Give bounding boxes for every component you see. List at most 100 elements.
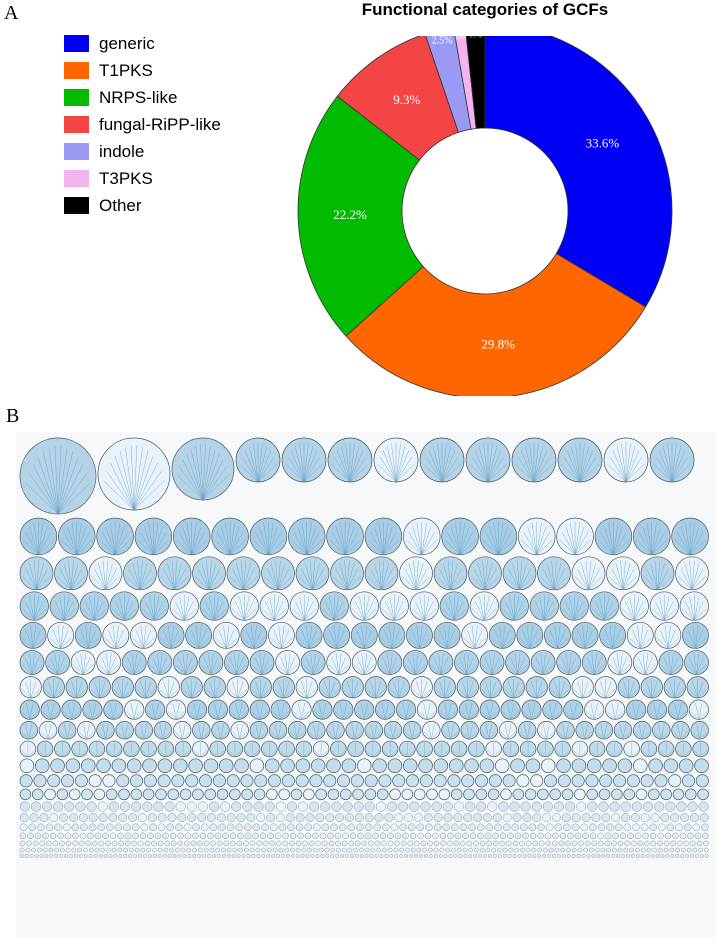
gcf-bubble: [71, 823, 80, 832]
gcf-bubble-ray: [510, 657, 518, 675]
gcf-bubble-ray: [48, 447, 59, 515]
gcf-bubble: [611, 813, 620, 822]
gcf-bubble-ray: [243, 560, 247, 590]
gcf-bubble: [476, 823, 485, 832]
gcf-bubble-ray: [251, 750, 259, 757]
gcf-bubble-ray: [281, 637, 293, 649]
gcf-bubble: [370, 847, 376, 853]
gcf-bubble-ray: [232, 731, 240, 740]
gcf-bubble: [557, 854, 561, 858]
gcf-bubble-ray: [408, 563, 417, 590]
gcf-bubble: [463, 854, 468, 858]
gcf-bubble: [428, 650, 454, 675]
gcf-bubble-ray: [693, 750, 701, 757]
gcf-bubble: [565, 840, 571, 847]
gcf-bubble-ray: [335, 731, 344, 740]
gcf-bubble-ray: [86, 724, 90, 740]
gcf-bubble: [134, 847, 140, 853]
gcf-bubble-ray: [84, 601, 95, 621]
gcf-bubble: [499, 832, 507, 840]
gcf-bubble: [231, 854, 236, 858]
gcf-bubble: [447, 774, 461, 788]
gcf-bubble-ray: [34, 601, 44, 621]
gcf-bubble: [599, 621, 627, 649]
gcf-bubble: [105, 840, 111, 847]
gcf-bubble-ray: [519, 568, 531, 590]
gcf-bubble-ray: [236, 664, 247, 675]
gcf-bubble-ray: [514, 596, 520, 621]
gcf-bubble-ray: [105, 568, 117, 590]
gcf-bubble: [143, 854, 147, 858]
gcf-bubble-ray: [458, 750, 466, 757]
gcf-bubble-ray: [504, 689, 514, 699]
gcf-bubble-ray: [329, 539, 346, 556]
gcf-bubble-ray: [30, 689, 41, 699]
gcf-bubble: [532, 840, 538, 847]
gcf-bubble: [574, 832, 582, 840]
gcf-bubble: [488, 621, 516, 649]
gcf-bubble: [695, 774, 709, 788]
gcf-bubble-ray: [375, 681, 382, 699]
gcf-bubble-ray: [543, 724, 547, 740]
gcf-bubble-ray: [201, 724, 205, 740]
gcf-bubble: [295, 813, 305, 822]
gcf-bubble-ray: [608, 576, 624, 591]
gcf-bubble-ray: [176, 474, 204, 501]
gcf-bubble-ray: [108, 653, 112, 675]
gcf-bubble-ray: [344, 539, 361, 556]
gcf-bubble-ray: [33, 522, 39, 555]
gcf-bubble-ray: [389, 596, 395, 621]
gcf-bubble: [240, 621, 268, 649]
gcf-bubble-ray: [56, 576, 72, 591]
gcf-bubble: [111, 758, 127, 773]
gcf-bubble-ray: [600, 681, 606, 699]
gcf-bubble: [326, 758, 341, 773]
gcf-bubble: [341, 847, 347, 853]
gcf-bubble: [484, 832, 492, 840]
gcf-bubble-ray: [527, 689, 537, 699]
gcf-bubble-ray: [450, 724, 454, 740]
gcf-bubble: [597, 823, 606, 832]
gcf-bubble-ray: [408, 532, 422, 555]
gcf-bubble: [312, 832, 319, 840]
gcf-bubble-ray: [612, 450, 627, 483]
gcf-bubble: [623, 823, 632, 832]
gcf-bubble: [520, 847, 525, 853]
gcf-bubble: [169, 832, 177, 840]
gcf-bubble-ray: [533, 450, 548, 483]
gcf-bubble-ray: [153, 526, 163, 555]
gcf-bubble-ray: [527, 703, 532, 720]
gcf-bubble: [221, 854, 226, 858]
gcf-bubble: [474, 847, 479, 853]
gcf-bubble: [454, 650, 479, 675]
gcf-bubble-ray: [134, 703, 138, 720]
gcf-bubble-ray: [559, 681, 566, 699]
gcf-bubble-ray: [440, 657, 449, 675]
gcf-bubble-ray: [312, 568, 324, 590]
gcf-bubble-ray: [27, 750, 35, 757]
gcf-bubble-ray: [314, 711, 323, 720]
gcf-bubble-ray: [412, 526, 422, 555]
gcf-bubble-ray: [274, 596, 280, 621]
gcf-bubble: [704, 847, 709, 853]
gcf-bubble-ray: [134, 711, 143, 720]
gcf-bubble-ray: [523, 532, 537, 555]
gcf-bubble-ray: [146, 711, 156, 720]
gcf-bubble: [221, 847, 226, 853]
gcf-bubble: [685, 788, 697, 801]
gcf-bubble: [448, 758, 464, 773]
gcf-bubble-ray: [612, 629, 621, 649]
gcf-bubble-ray: [132, 563, 141, 590]
gcf-bubble: [139, 832, 147, 840]
gcf-bubble-ray: [170, 625, 175, 649]
donut-slice-fungal-ripp-like: [336, 36, 459, 161]
gcf-bubble: [626, 854, 630, 858]
gcf-bubble-ray: [456, 664, 467, 675]
gcf-bubble-ray: [214, 681, 221, 699]
gcf-bubble: [19, 840, 26, 847]
gcf-bubble-ray: [660, 664, 672, 675]
gcf-bubble-ray: [351, 724, 355, 740]
gcf-bubble: [199, 832, 207, 840]
gcf-bubble-ray: [588, 568, 600, 590]
gcf-bubble-ray: [404, 568, 417, 590]
